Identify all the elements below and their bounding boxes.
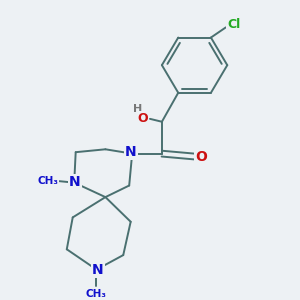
Text: O: O xyxy=(138,112,148,125)
Text: N: N xyxy=(125,145,136,159)
Text: CH₃: CH₃ xyxy=(38,176,58,186)
Text: N: N xyxy=(69,175,81,189)
Text: O: O xyxy=(195,149,207,164)
Text: CH₃: CH₃ xyxy=(86,289,107,299)
Text: N: N xyxy=(92,262,104,277)
Text: H: H xyxy=(134,104,143,114)
Text: Cl: Cl xyxy=(227,18,241,31)
